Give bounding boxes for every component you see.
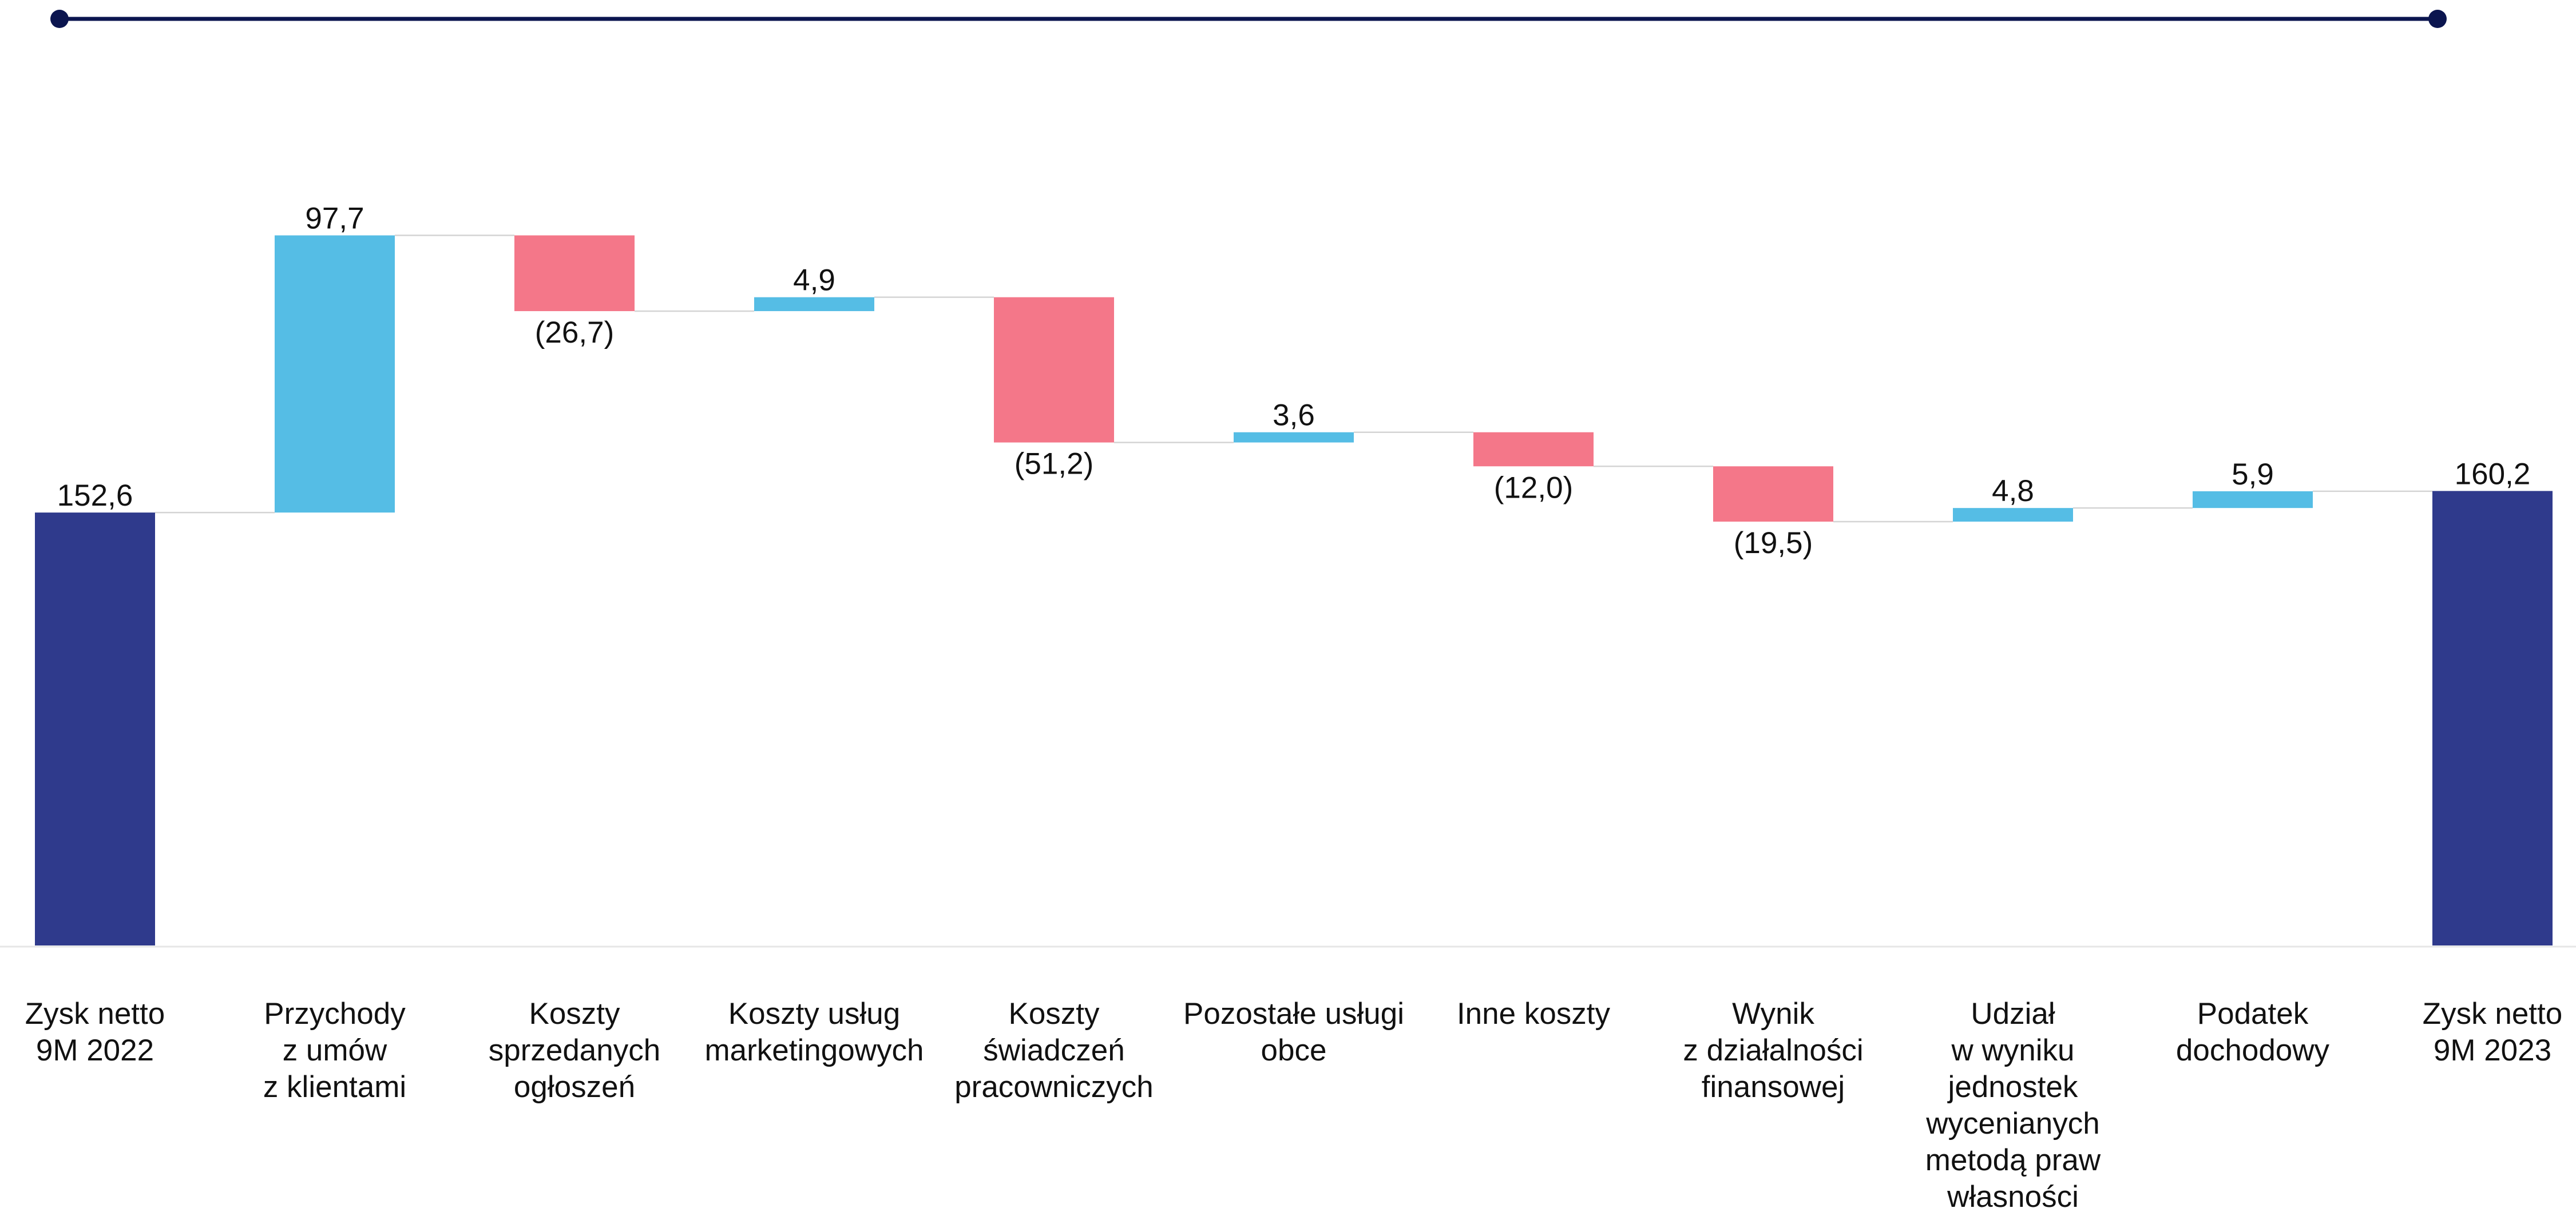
bar-0 <box>35 512 155 945</box>
bar-3 <box>754 297 874 311</box>
value-label-8: 4,8 <box>1992 474 2034 508</box>
bar-8 <box>1953 508 2073 522</box>
category-label-0: Zysk netto 9M 2022 <box>25 997 165 1067</box>
category-label-6: Inne koszty <box>1457 997 1611 1031</box>
frame-dot-right <box>2428 10 2447 28</box>
category-label-2: Koszty sprzedanych ogłoszeń <box>489 997 661 1104</box>
bar-6 <box>1473 432 1594 467</box>
category-label-7: Wynik z działalności finansowej <box>1683 997 1863 1104</box>
bar-4 <box>994 297 1114 443</box>
bars <box>35 235 2553 945</box>
category-label-8: Udział w wyniku jednostek wycenianych metodą… <box>1925 997 2101 1208</box>
value-label-10: 160,2 <box>2455 457 2531 491</box>
bar-10 <box>2432 491 2553 945</box>
value-label-3: 4,9 <box>793 264 835 297</box>
bar-9 <box>2193 491 2313 508</box>
value-label-1: 97,7 <box>305 202 364 236</box>
frame-dot-left <box>50 10 69 28</box>
category-labels: Zysk netto 9M 2022 Przychody z umów z klient… <box>25 997 2562 1208</box>
value-label-9: 5,9 <box>2232 458 2274 491</box>
value-label-7: (19,5) <box>1734 526 1813 560</box>
bar-5 <box>1234 432 1354 443</box>
title-frame <box>50 10 2447 28</box>
value-label-0: 152,6 <box>57 479 133 512</box>
category-label-4: Koszty świadczeń pracowniczych <box>954 997 1154 1104</box>
value-label-2: (26,7) <box>535 316 614 349</box>
value-label-4: (51,2) <box>1014 447 1093 481</box>
category-label-9: Podatek dochodowy <box>2176 997 2330 1067</box>
bar-2 <box>514 235 635 311</box>
connector-lines <box>155 235 2432 523</box>
value-label-5: 3,6 <box>1273 399 1315 432</box>
bar-1 <box>275 235 395 513</box>
category-label-5: Pozostałe usługi obce <box>1183 997 1404 1067</box>
category-label-1: Przychody z umów z klientami <box>263 997 406 1104</box>
category-label-10: Zysk netto 9M 2023 <box>2423 997 2562 1067</box>
category-label-3: Koszty usług marketingowych <box>705 997 924 1067</box>
bar-7 <box>1713 466 1833 522</box>
value-labels: 152,6 97,7 (26,7) 4,9 (51,2) 3,6 (12,0) (19,5) 4… <box>57 202 2531 560</box>
value-label-6: (12,0) <box>1494 471 1573 504</box>
